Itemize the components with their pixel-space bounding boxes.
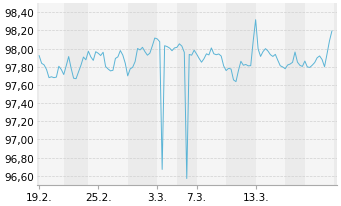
Bar xyxy=(256,4,285,185)
Bar xyxy=(157,4,177,185)
Bar xyxy=(197,4,226,185)
Bar xyxy=(305,4,335,185)
Bar xyxy=(39,4,64,185)
Bar xyxy=(88,4,128,185)
